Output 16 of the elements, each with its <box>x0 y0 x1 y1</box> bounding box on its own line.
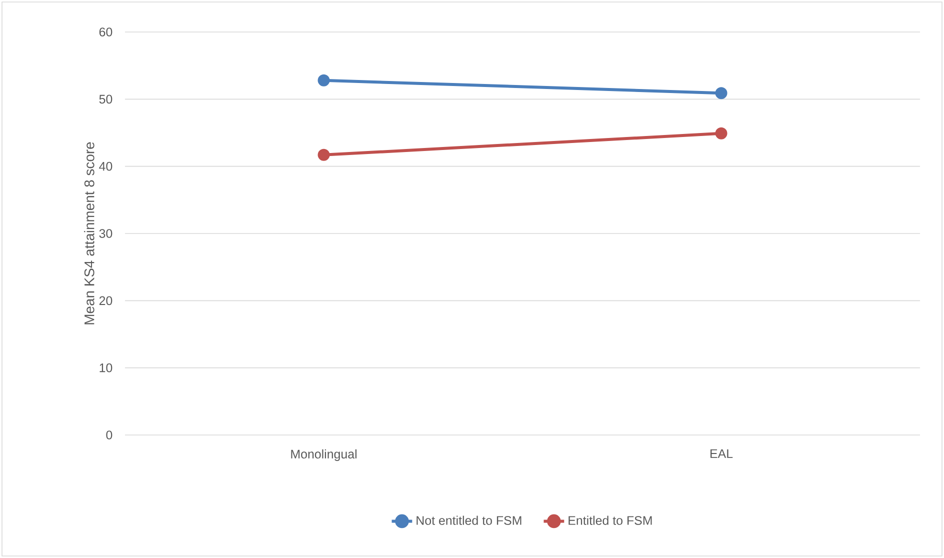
y-tick-label: 20 <box>99 296 112 306</box>
y-tick-label: 50 <box>99 94 112 104</box>
y-tick-label: 30 <box>99 229 112 238</box>
point <box>715 127 728 140</box>
point <box>715 87 728 100</box>
y-axis-title: Mean KS4 attainment 8 score <box>84 142 94 324</box>
point <box>318 74 330 86</box>
y-tick-label: 40 <box>99 162 112 171</box>
y-tick-label: 10 <box>100 363 112 372</box>
legend-label: Entitled to FSM <box>568 516 652 525</box>
y-tick-label: 60 <box>99 28 112 36</box>
y-tick-label: 0 <box>106 430 112 440</box>
legend-label: Not entitled to FSM <box>416 516 522 525</box>
point <box>318 148 330 161</box>
x-tick-label: Monolingual <box>291 449 356 461</box>
x-tick-label: EAL <box>710 449 733 458</box>
